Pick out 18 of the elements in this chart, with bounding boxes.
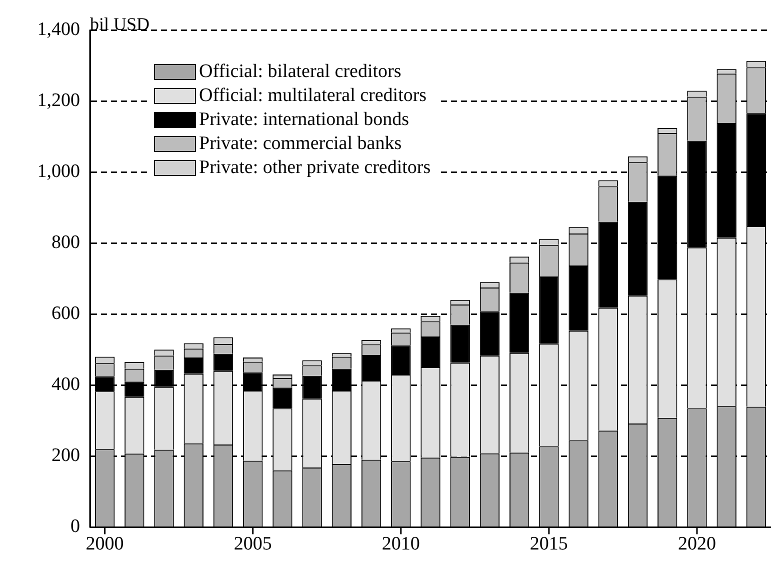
y-tick-label: 1,200 (37, 90, 80, 112)
y-tick-label: 400 (52, 374, 80, 396)
y-tick-label: 0 (70, 516, 80, 538)
legend-label: Private: commercial banks (199, 132, 402, 156)
legend-label: Private: international bonds (199, 108, 410, 132)
y-tick-label: 600 (52, 303, 80, 324)
legend-label: Official: multilateral creditors (199, 84, 427, 108)
legend-label: Official: bilateral creditors (199, 60, 402, 84)
y-tick-label: 1,400 (37, 18, 80, 40)
y-tick-label: 800 (52, 232, 80, 254)
y-tick-label: 1,000 (37, 161, 80, 182)
x-tick-label: 2005 (234, 534, 272, 555)
x-tick-label: 2010 (382, 534, 420, 555)
x-tick-label: 2020 (678, 534, 716, 555)
x-tick-label: 2015 (530, 534, 568, 555)
y-tick-label: 200 (52, 445, 80, 466)
legend-label: Private: other private creditors (199, 156, 431, 180)
x-tick-label: 2000 (86, 534, 124, 555)
